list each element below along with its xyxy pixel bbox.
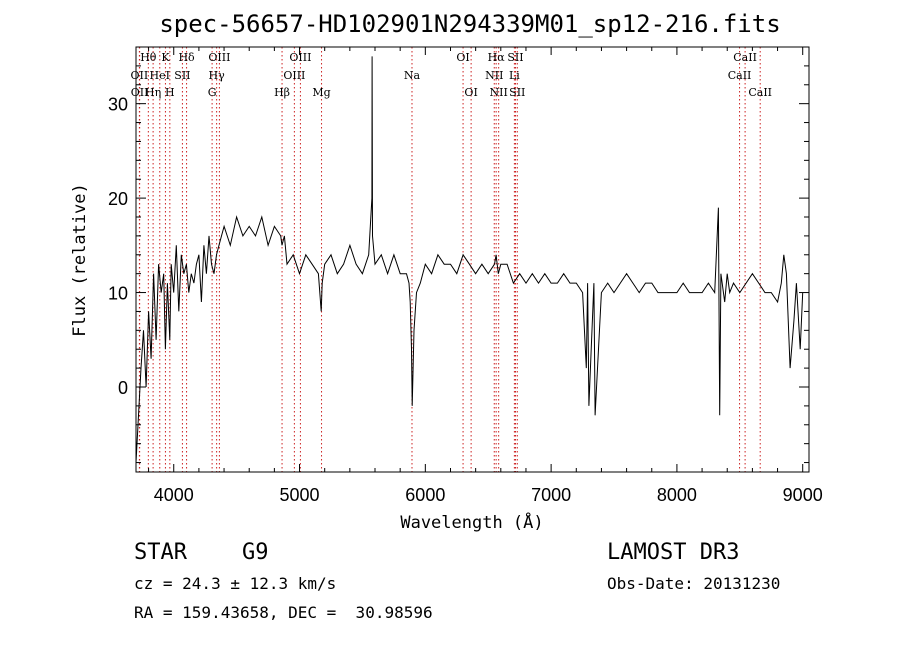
- line-label: Hθ: [140, 51, 157, 64]
- line-label: SII: [174, 69, 190, 82]
- line-label: OII: [131, 86, 149, 99]
- x-tick-label: 7000: [531, 485, 571, 505]
- line-label: Hδ: [178, 51, 195, 64]
- survey-name: LAMOST DR3: [607, 540, 740, 565]
- line-labels: HθOIIOIIHηHeIKHSIIHδGHγOIIIHβOIIIOIIIMgN…: [131, 51, 772, 99]
- line-label: G: [208, 86, 217, 99]
- observation-date: Obs-Date: 20131230: [607, 574, 781, 593]
- y-tick-label: 10: [108, 284, 128, 304]
- spectrum-line: [135, 56, 804, 463]
- x-tick-label: 9000: [783, 485, 823, 505]
- star-subclass: G9: [242, 540, 269, 565]
- line-label: OI: [464, 86, 477, 99]
- line-label: Hα: [488, 51, 506, 64]
- x-tick-label: 6000: [405, 485, 445, 505]
- x-tick-label: 5000: [280, 485, 320, 505]
- line-label: Li: [509, 69, 520, 82]
- x-tick-label: 8000: [657, 485, 697, 505]
- line-label: Hγ: [209, 69, 226, 82]
- chart-title: spec-56657-HD102901N294339M01_sp12-216.f…: [159, 10, 780, 38]
- x-tick-label: 4000: [154, 485, 194, 505]
- line-label: OIII: [289, 51, 311, 64]
- line-label: OIII: [283, 69, 305, 82]
- plot-frame: [135, 46, 810, 473]
- line-label: CaII: [733, 51, 757, 64]
- line-label: Hη: [145, 86, 161, 99]
- line-label: NII: [490, 86, 508, 99]
- y-axis-label: Flux (relative): [70, 183, 90, 337]
- star-class: STAR: [134, 540, 187, 565]
- x-axis-label: Wavelength (Å): [400, 511, 543, 533]
- line-label: HeI: [150, 69, 170, 82]
- line-label: CaII: [748, 86, 772, 99]
- line-label: SII: [507, 51, 523, 64]
- line-markers: [138, 47, 761, 472]
- line-label: CaII: [728, 69, 752, 82]
- line-label: OII: [131, 69, 149, 82]
- line-label: NII: [485, 69, 503, 82]
- coordinates: RA = 159.43658, DEC = 30.98596: [134, 603, 433, 622]
- y-tick-label: 0: [118, 378, 128, 398]
- line-label: Mg: [312, 86, 330, 99]
- redshift-value: cz = 24.3 ± 12.3 km/s: [134, 574, 337, 593]
- line-label: Na: [404, 69, 421, 82]
- line-label: SII: [509, 86, 525, 99]
- line-label: K: [161, 51, 170, 64]
- line-label: OIII: [208, 51, 230, 64]
- line-label: Hβ: [274, 86, 290, 99]
- y-tick-label: 30: [108, 95, 128, 115]
- line-label: H: [165, 86, 175, 99]
- x-axis-ticks: 4000 5000 6000 7000 8000 9000: [148, 47, 823, 505]
- line-label: OI: [456, 51, 469, 64]
- y-tick-label: 20: [108, 189, 128, 209]
- y-axis-ticks: 0 10 20 30: [108, 65, 809, 464]
